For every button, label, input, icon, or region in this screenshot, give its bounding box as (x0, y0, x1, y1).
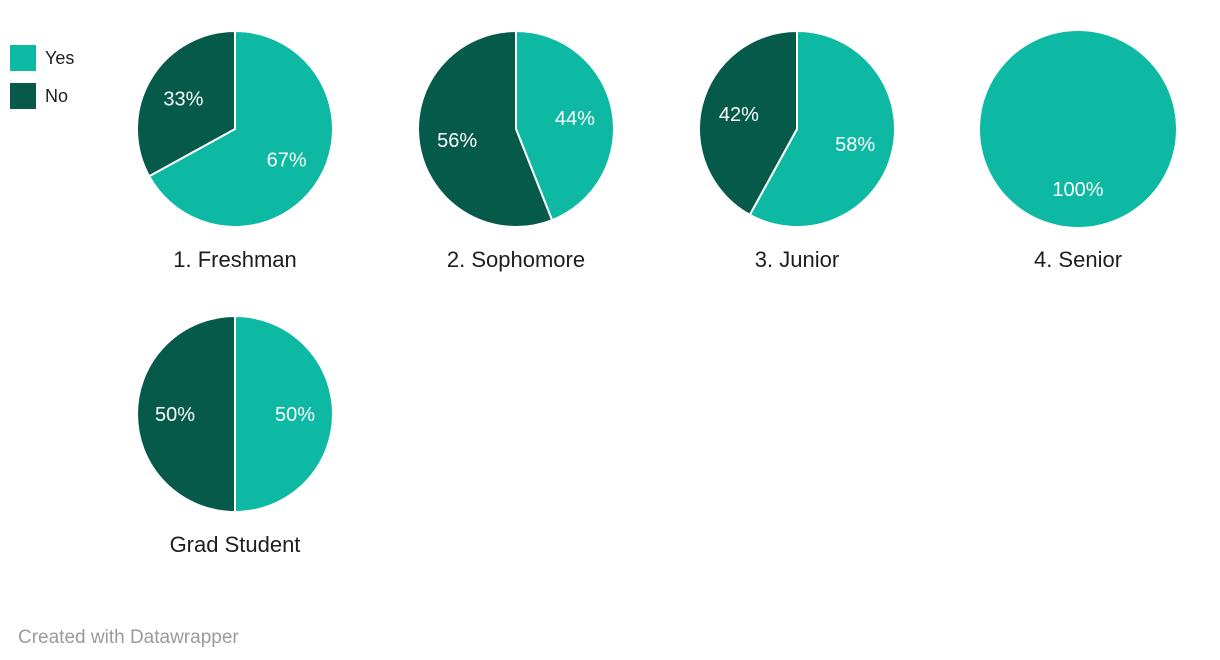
slice-value-label: 56% (437, 130, 477, 152)
pie-slice-no (697, 30, 798, 216)
pie-chart-1-freshman: 67% 33% 1. Freshman (135, 29, 335, 274)
slice-value-label: 33% (163, 89, 203, 111)
slice-value-label: 50% (275, 404, 315, 426)
pie-slice-yes (234, 315, 334, 513)
pie-svg: 44% 56% (417, 30, 615, 228)
pie-slice-yes (515, 30, 615, 222)
pie-svg: 100% (980, 31, 1176, 227)
slice-value-label: 58% (835, 134, 875, 156)
legend-item-yes: Yes (10, 45, 74, 71)
pie-svg: 58% 42% (697, 30, 896, 228)
pie-title: 2. Sophomore (446, 247, 586, 272)
datawrapper-attribution-link[interactable]: Created with Datawrapper (18, 627, 239, 648)
legend: Yes No (10, 45, 74, 109)
pie-slice-no (417, 30, 554, 228)
legend-label: Yes (45, 48, 75, 68)
pie-chart-4-senior: 100% 4. Senior (978, 29, 1178, 274)
slice-value-label: 67% (267, 150, 307, 172)
pie-title: Grad Student (169, 532, 301, 557)
pie-title: 3. Junior (754, 247, 840, 272)
legend-swatch-no (10, 83, 36, 109)
legend-label: No (45, 86, 69, 106)
pie-slice-yes (748, 30, 896, 228)
pie-slice-no (136, 30, 236, 178)
slice-value-label: 42% (719, 104, 759, 126)
legend-swatch-yes (10, 45, 36, 71)
pie-chart-grad-student: 50% 50% Grad Student (135, 314, 335, 559)
pie-chart-2-sophomore: 44% 56% 2. Sophomore (416, 29, 616, 274)
pie-chart-3-junior: 58% 42% 3. Junior (697, 29, 897, 274)
legend-item-no: No (10, 83, 74, 109)
pie-slice-yes (148, 30, 334, 228)
pie-slice-no (136, 315, 236, 513)
slice-value-label: 50% (155, 404, 195, 426)
pie-svg: 67% 33% (136, 30, 334, 228)
pie-svg: 50% 50% (136, 315, 334, 513)
pie-slice-yes (980, 31, 1176, 227)
slice-value-label: 100% (1052, 179, 1103, 201)
pie-title: 1. Freshman (173, 247, 297, 272)
slice-value-label: 44% (555, 108, 595, 130)
pie-title: 4. Senior (1033, 247, 1123, 272)
